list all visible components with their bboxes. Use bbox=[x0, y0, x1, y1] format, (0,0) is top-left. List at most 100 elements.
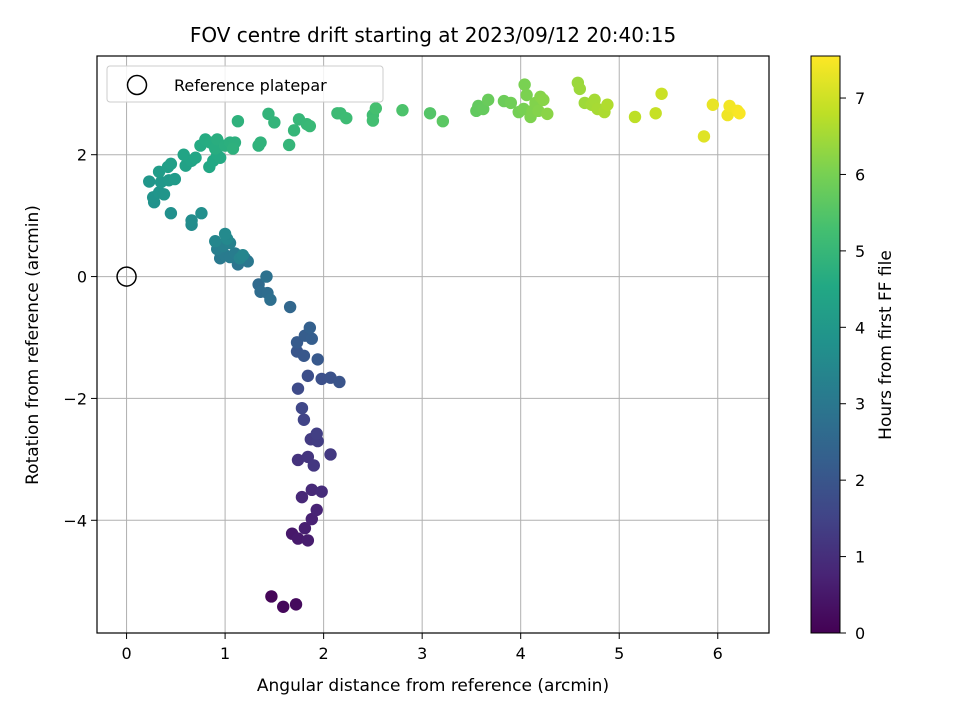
data-point bbox=[520, 88, 533, 102]
data-point bbox=[315, 485, 328, 498]
data-point bbox=[289, 598, 303, 611]
data-point bbox=[291, 382, 305, 395]
data-point bbox=[324, 448, 337, 461]
data-point bbox=[277, 600, 290, 614]
data-point bbox=[541, 107, 554, 121]
y-tick-label: −2 bbox=[63, 389, 87, 408]
colorbar: 0 1 2 3 4 5 6 7 Hours from first FF file bbox=[810, 55, 896, 643]
x-tick-label: 2 bbox=[319, 644, 329, 663]
x-tick-label: 6 bbox=[713, 644, 723, 663]
data-point bbox=[628, 110, 642, 124]
data-point bbox=[236, 249, 250, 262]
colorbar-tick-label: 3 bbox=[855, 395, 865, 414]
plot-area-frame bbox=[96, 55, 770, 634]
y-axis-ticks: −4 −2 0 2 bbox=[63, 146, 97, 530]
data-point bbox=[301, 369, 315, 383]
data-point bbox=[287, 124, 301, 137]
data-point bbox=[264, 293, 277, 306]
data-point bbox=[396, 104, 409, 117]
data-point bbox=[340, 111, 353, 125]
data-point bbox=[477, 102, 490, 116]
data-point bbox=[168, 172, 182, 186]
data-point bbox=[298, 522, 312, 535]
colorbar-tick-label: 0 bbox=[855, 624, 865, 643]
data-point bbox=[573, 82, 587, 96]
data-point bbox=[733, 107, 746, 120]
data-point bbox=[333, 375, 346, 389]
y-tick-label: −4 bbox=[63, 511, 87, 530]
data-point bbox=[297, 413, 311, 426]
colorbar-gradient bbox=[810, 55, 841, 634]
x-tick-label: 3 bbox=[417, 644, 427, 663]
data-point bbox=[164, 206, 178, 220]
x-axis-label: Angular distance from reference (arcmin) bbox=[257, 676, 609, 696]
colorbar-tick-label: 6 bbox=[855, 165, 865, 184]
colorbar-tick-label: 4 bbox=[855, 318, 865, 337]
colorbar-label: Hours from first FF file bbox=[876, 250, 896, 440]
colorbar-tick-label: 7 bbox=[855, 89, 865, 108]
data-point bbox=[366, 114, 380, 127]
data-point bbox=[282, 138, 296, 152]
colorbar-tick-label: 1 bbox=[855, 548, 865, 567]
data-point bbox=[283, 300, 297, 314]
data-point bbox=[436, 114, 450, 128]
data-point bbox=[231, 114, 245, 128]
chart-title: FOV centre drift starting at 2023/09/12 … bbox=[190, 23, 676, 47]
data-point bbox=[265, 590, 278, 603]
data-point bbox=[369, 102, 383, 115]
data-point bbox=[310, 503, 323, 517]
x-tick-label: 0 bbox=[121, 644, 131, 663]
data-point bbox=[311, 353, 324, 366]
data-point bbox=[291, 453, 305, 467]
x-tick-label: 1 bbox=[220, 644, 230, 663]
data-point bbox=[649, 107, 662, 120]
data-point bbox=[301, 534, 315, 547]
data-point bbox=[423, 107, 437, 120]
legend-entry-reference-platepar: Reference platepar bbox=[174, 76, 327, 95]
data-point bbox=[481, 93, 495, 107]
x-tick-label: 4 bbox=[516, 644, 526, 663]
colorbar-tick-label: 2 bbox=[855, 471, 865, 490]
x-axis-ticks: 0 1 2 3 4 5 6 bbox=[121, 633, 723, 663]
data-point bbox=[143, 175, 156, 188]
data-point bbox=[297, 349, 311, 362]
data-point bbox=[537, 93, 550, 107]
data-point bbox=[213, 151, 227, 164]
data-point bbox=[305, 332, 319, 345]
data-point bbox=[655, 87, 668, 100]
reference-point-marker bbox=[116, 266, 137, 287]
y-axis-label: Rotation from reference (arcmin) bbox=[23, 205, 43, 485]
data-point bbox=[185, 214, 198, 227]
data-point bbox=[601, 98, 614, 111]
data-point bbox=[268, 116, 281, 129]
data-point bbox=[164, 157, 178, 171]
data-point bbox=[303, 321, 317, 334]
data-point bbox=[305, 483, 319, 497]
data-point bbox=[295, 401, 309, 415]
y-tick-label: 2 bbox=[77, 146, 87, 165]
data-point bbox=[295, 490, 309, 504]
data-point bbox=[260, 270, 273, 283]
grid-lines bbox=[97, 56, 769, 633]
data-point bbox=[310, 427, 323, 440]
data-point bbox=[189, 151, 202, 164]
data-point bbox=[307, 459, 320, 472]
legend: Reference platepar bbox=[106, 65, 384, 103]
data-point bbox=[157, 188, 171, 201]
data-point bbox=[195, 206, 208, 220]
colorbar-tick-label: 5 bbox=[855, 242, 865, 261]
y-tick-label: 0 bbox=[77, 268, 87, 287]
data-point bbox=[518, 78, 531, 91]
data-point bbox=[254, 136, 267, 149]
data-point bbox=[209, 235, 222, 248]
scatter-points bbox=[143, 76, 746, 614]
data-point bbox=[504, 96, 518, 110]
data-point bbox=[706, 98, 720, 111]
legend-box bbox=[106, 65, 384, 103]
data-point bbox=[291, 532, 305, 545]
colorbar-ticks: 0 1 2 3 4 5 6 7 bbox=[840, 89, 865, 643]
data-point bbox=[697, 130, 711, 143]
data-point bbox=[177, 148, 190, 161]
legend-marker-icon bbox=[126, 74, 148, 96]
